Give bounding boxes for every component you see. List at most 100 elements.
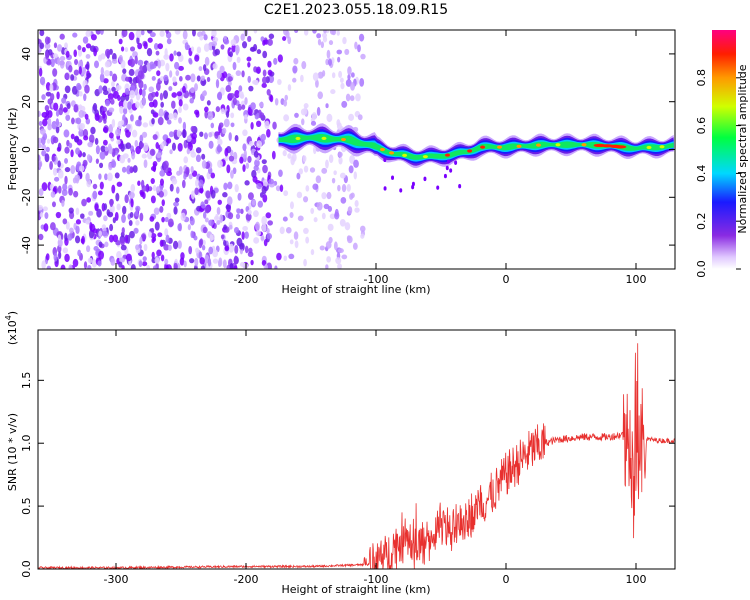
spectrogram-noise-mark xyxy=(120,119,125,126)
colorbar-tick-label: 0.0 xyxy=(695,260,708,278)
spectrogram-noise-mark xyxy=(121,214,126,224)
spectrogram-noise-mark xyxy=(75,117,82,125)
spectrogram-noise-mark xyxy=(337,263,342,269)
spectrogram-noise-mark xyxy=(104,173,108,181)
spectrogram-noise-mark xyxy=(199,131,204,137)
spectrogram-noise-mark xyxy=(121,227,125,234)
spectrogram-noise-mark xyxy=(211,30,217,38)
spectrogram-noise-mark xyxy=(168,113,174,120)
spectrogram-noise-mark xyxy=(250,102,256,110)
spectrogram-noise-mark xyxy=(112,217,116,224)
spectrogram-noise-mark xyxy=(110,258,116,266)
spectrogram-noise-mark xyxy=(158,108,164,117)
spectrogram-noise-mark xyxy=(204,106,209,113)
spectrogram-noise-mark xyxy=(246,56,252,62)
spectrogram-noise-mark xyxy=(164,228,169,237)
spectrogram-noise-mark xyxy=(259,192,264,198)
spectrogram-noise-mark xyxy=(214,48,220,56)
spectrogram-noise-mark xyxy=(344,48,350,55)
spectrogram-noise-mark xyxy=(155,81,161,91)
spectrogram-noise-mark xyxy=(75,207,80,216)
spectrogram-noise-mark xyxy=(98,85,103,94)
spectrogram-noise-mark xyxy=(182,103,189,111)
spectrogram-noise-mark xyxy=(261,82,267,88)
spectrogram-noise-mark xyxy=(224,147,229,157)
spectrogram-noise-mark xyxy=(151,251,155,259)
spectrogram-noise-mark xyxy=(46,138,51,144)
spectrogram-noise-mark xyxy=(101,230,108,237)
spectrogram-noise-mark xyxy=(104,60,111,68)
spectrogram-noise-mark xyxy=(115,85,122,91)
spectrogram-noise-mark xyxy=(149,148,156,156)
colorbar-label: Normalized spectral amplitude xyxy=(736,64,749,233)
spectrogram-noise-mark xyxy=(454,160,458,165)
spectrogram-noise-mark xyxy=(188,173,193,180)
spectrogram-noise-mark xyxy=(92,190,98,200)
spectrogram-noise-mark xyxy=(171,142,176,151)
spectrogram-noise-mark xyxy=(124,234,129,244)
spectrogram-noise-mark xyxy=(174,30,181,35)
spectrogram-noise-mark xyxy=(97,190,103,196)
spectrogram-noise-mark xyxy=(152,265,158,269)
spectrogram-noise-mark xyxy=(247,61,251,68)
spectrogram-noise-mark xyxy=(74,235,81,244)
spectrogram-noise-mark xyxy=(338,156,343,165)
spectrogram-noise-mark xyxy=(279,184,284,193)
spectrogram-noise-mark xyxy=(45,51,50,60)
spectrogram-noise-mark xyxy=(86,197,92,203)
spectrogram-noise-mark xyxy=(182,121,187,131)
spectrogram-noise-mark xyxy=(74,58,79,66)
spectrogram-noise-mark xyxy=(329,213,336,220)
spectrogram-noise-mark xyxy=(261,215,267,226)
spectrogram-noise-mark xyxy=(104,146,109,152)
spectrogram-noise-mark xyxy=(239,243,244,250)
spectrogram-noise-mark xyxy=(303,258,307,267)
spectrogram-noise-mark xyxy=(291,152,297,162)
spectrogram-noise-mark xyxy=(198,66,203,72)
spectrogram-noise-mark xyxy=(184,42,189,51)
spectrogram-y-tick-label: -20 xyxy=(20,188,33,206)
spectrogram-noise-mark xyxy=(139,212,144,222)
spectrogram-noise-mark xyxy=(150,166,156,172)
spectrogram-noise-mark xyxy=(157,43,164,50)
spectrogram-noise-mark xyxy=(354,200,359,207)
spectrogram-noise-mark xyxy=(159,205,164,213)
spectrogram-noise-mark xyxy=(202,64,207,72)
spectrogram-noise-mark xyxy=(62,107,68,113)
spectrogram-noise-mark xyxy=(292,65,298,74)
spectrogram-noise-mark xyxy=(72,177,77,184)
spectrogram-noise-mark xyxy=(283,190,289,197)
spectrogram-noise-mark xyxy=(260,133,266,142)
spectrogram-noise-mark xyxy=(194,54,200,62)
spectrogram-noise-mark xyxy=(263,239,268,247)
spectrogram-noise-mark xyxy=(330,89,336,95)
snr-x-ticks: -300 -200 -100 0 100 xyxy=(104,330,647,586)
spectrogram-noise-mark xyxy=(53,42,58,49)
spectrogram-noise-mark xyxy=(296,172,301,180)
spectrogram-noise-mark xyxy=(90,34,97,41)
spectrogram-noise-mark xyxy=(215,213,219,220)
spectrogram-noise-mark xyxy=(218,122,224,128)
spectrogram-noise-mark xyxy=(116,251,122,260)
spectrogram-noise-mark xyxy=(347,74,351,81)
spectrogram-noise-mark xyxy=(227,181,233,190)
spectrogram-noise-mark xyxy=(90,126,96,135)
spectrogram-noise-mark xyxy=(98,241,103,248)
spectrogram-noise-mark xyxy=(328,154,334,163)
spectrogram-noise-mark xyxy=(120,237,125,247)
spectrogram-noise-mark xyxy=(348,165,354,174)
spectrogram-noise-mark xyxy=(264,263,269,269)
spectrogram-noise-mark xyxy=(202,211,207,219)
spectrogram-noise-mark xyxy=(262,178,269,187)
spectrogram-noise-mark xyxy=(220,234,225,240)
spectrogram-noise-mark xyxy=(150,177,155,185)
spectrogram-noise-mark xyxy=(141,153,147,159)
spectrogram-noise-mark xyxy=(194,257,199,267)
spectrogram-noise-mark xyxy=(268,178,275,185)
spectrogram-noise-mark xyxy=(85,30,92,37)
spectrogram-noise-mark xyxy=(262,76,267,84)
spectrogram-noise-mark xyxy=(215,106,221,113)
spectrogram-noise-mark xyxy=(64,85,71,94)
spectrogram-noise-mark xyxy=(323,30,327,34)
